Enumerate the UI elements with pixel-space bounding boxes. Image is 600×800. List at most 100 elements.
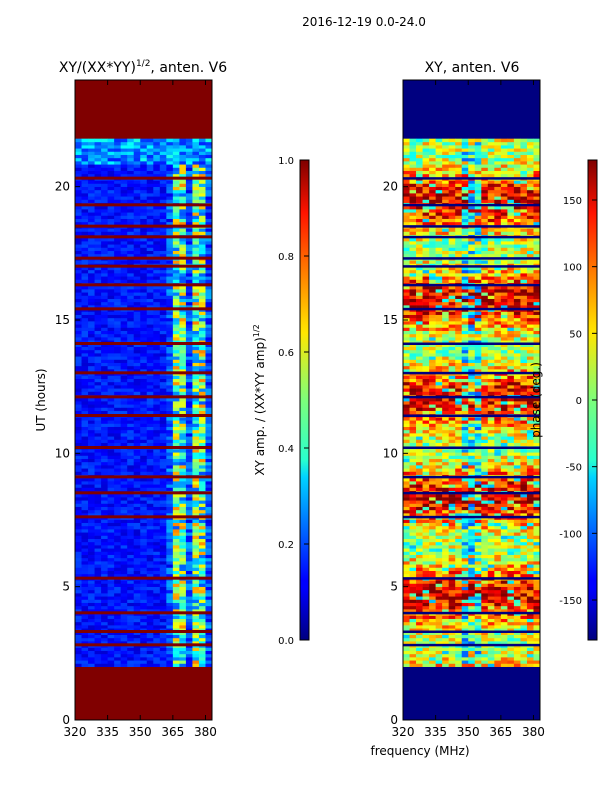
heatmap-cell	[146, 279, 154, 283]
heatmap-cell	[107, 365, 115, 370]
heatmap-cell	[133, 161, 141, 165]
heatmap-cell	[114, 161, 121, 165]
heatmap-cell	[114, 228, 121, 232]
heatmap-cell	[468, 535, 476, 539]
flagged-row	[75, 224, 212, 228]
heatmap-cell	[520, 567, 528, 571]
heatmap-cell	[114, 519, 121, 523]
heatmap-cell	[442, 599, 449, 603]
heatmap-cell	[448, 506, 456, 511]
heatmap-cell	[500, 557, 508, 562]
heatmap-cell	[159, 193, 167, 197]
heatmap-cell	[179, 356, 187, 360]
heatmap-cell	[133, 589, 141, 594]
heatmap-cell	[146, 205, 154, 210]
heatmap-cell	[513, 618, 521, 623]
heatmap-cell	[526, 557, 534, 562]
heatmap-cell	[461, 602, 469, 607]
heatmap-cell	[140, 148, 148, 152]
heatmap-cell	[88, 292, 95, 296]
heatmap-cell	[140, 337, 148, 341]
heatmap-cell	[101, 343, 108, 347]
heatmap-cell	[474, 503, 482, 507]
heatmap-cell	[166, 564, 174, 568]
heatmap-cell	[88, 349, 95, 354]
heatmap-cell	[435, 628, 443, 632]
heatmap-cell	[166, 397, 174, 402]
heatmap-cell	[198, 324, 206, 328]
left-x-axis: 320 335 350 365 380	[64, 80, 217, 739]
heatmap-cell	[81, 605, 89, 610]
heatmap-cell	[468, 615, 476, 619]
heatmap-cell	[442, 538, 449, 543]
heatmap-cell	[146, 183, 154, 187]
heatmap-cell	[88, 301, 95, 306]
heatmap-cell	[179, 436, 187, 440]
heatmap-cell	[409, 586, 417, 591]
heatmap-cell	[416, 513, 423, 517]
heatmap-cell	[153, 599, 161, 603]
heatmap-cell	[75, 295, 82, 299]
heatmap-cell	[153, 663, 161, 667]
heatmap-cell	[107, 529, 115, 533]
heatmap-cell	[500, 481, 508, 485]
heatmap-cell	[205, 148, 213, 152]
heatmap-cell	[403, 628, 410, 632]
heatmap-cell	[127, 205, 135, 210]
heatmap-cell	[153, 273, 161, 277]
heatmap-cell	[133, 436, 141, 440]
heatmap-cell	[146, 330, 154, 335]
heatmap-cell	[185, 599, 193, 603]
heatmap-cell	[107, 580, 115, 584]
heatmap-cell	[172, 429, 180, 434]
heatmap-cell	[140, 145, 148, 149]
heatmap-cell	[461, 583, 469, 587]
heatmap-cell	[159, 273, 167, 277]
heatmap-cell	[114, 260, 121, 264]
heatmap-cell	[507, 458, 515, 463]
heatmap-cell	[166, 314, 174, 319]
heatmap-cell	[533, 465, 541, 469]
heatmap-cell	[455, 503, 463, 507]
heatmap-cell	[88, 199, 95, 203]
heatmap-cell	[474, 650, 482, 655]
heatmap-cell	[468, 567, 476, 571]
heatmap-cell	[455, 634, 463, 639]
heatmap-cell	[468, 586, 476, 591]
heatmap-cell	[172, 519, 180, 523]
heatmap-cell	[166, 170, 174, 175]
heatmap-cell	[481, 657, 489, 661]
heatmap-cell	[416, 465, 423, 469]
heatmap-cell	[455, 458, 463, 463]
heatmap-cell	[114, 506, 121, 511]
heatmap-cell	[442, 647, 449, 651]
heatmap-cell	[429, 634, 436, 639]
heatmap-cell	[114, 317, 121, 322]
heatmap-cell	[461, 458, 469, 463]
heatmap-cell	[179, 209, 187, 213]
heatmap-cell	[179, 481, 187, 485]
heatmap-cell	[474, 458, 482, 463]
heatmap-cell	[526, 519, 534, 523]
heatmap-cell	[185, 401, 193, 405]
heatmap-cell	[513, 554, 521, 559]
heatmap-cell	[146, 196, 154, 200]
heatmap-cell	[133, 369, 141, 373]
heatmap-cell	[114, 487, 121, 491]
heatmap-cell	[88, 503, 95, 507]
heatmap-cell	[140, 570, 148, 575]
heatmap-cell	[146, 305, 154, 309]
heatmap-cell	[533, 660, 541, 664]
heatmap-cell	[75, 292, 82, 296]
heatmap-cell	[533, 449, 541, 453]
heatmap-cell	[474, 564, 482, 568]
heatmap-cell	[159, 455, 167, 459]
heatmap-cell	[166, 369, 174, 373]
heatmap-cell	[507, 522, 515, 527]
heatmap-cell	[526, 573, 534, 578]
heatmap-cell	[533, 455, 541, 459]
heatmap-cell	[179, 327, 187, 331]
heatmap-cell	[403, 561, 410, 565]
heatmap-cell	[205, 365, 213, 370]
heatmap-cell	[172, 417, 180, 421]
